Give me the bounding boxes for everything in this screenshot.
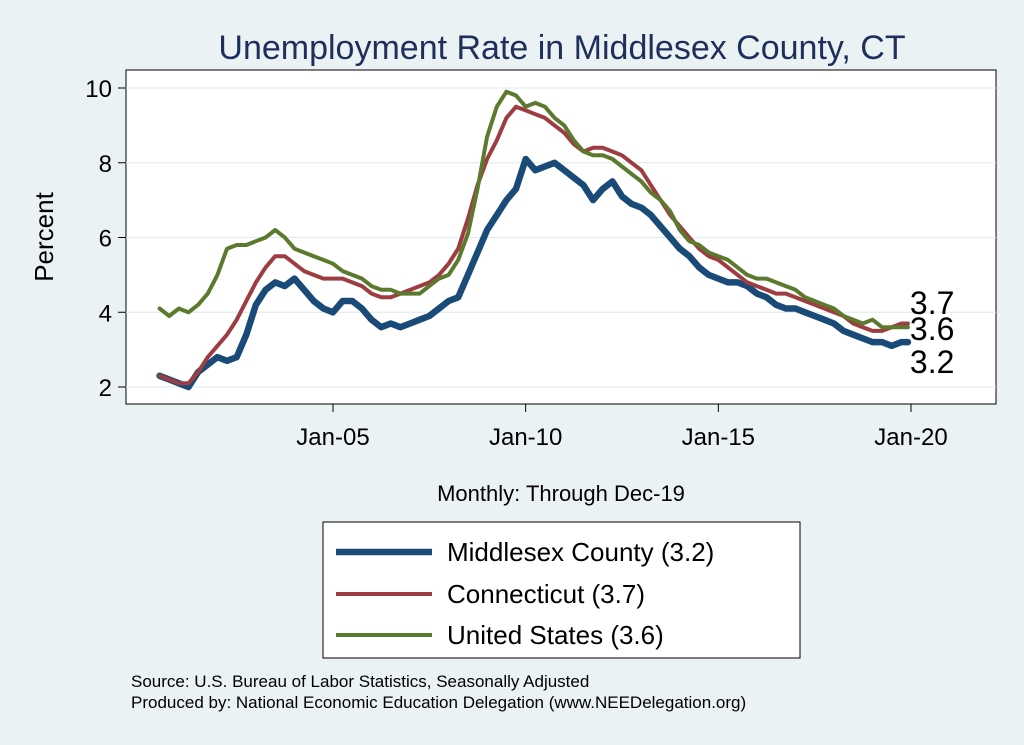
x-tick-label-0: Jan-05 [296,424,369,451]
x-axis-label: Monthly: Through Dec-19 [437,481,685,506]
x-tick-label-2: Jan-15 [682,424,755,451]
series-line-2 [157,89,910,330]
series-lines [156,89,912,391]
chart-title: Unemployment Rate in Middlesex County, C… [218,29,905,67]
legend-label-0: Middlesex County (3.2) [447,537,714,567]
y-axis-label: Percent [29,191,59,281]
legend: Middlesex County (3.2) Connecticut (3.7) U… [336,537,714,650]
x-tick-label-1: Jan-10 [489,424,562,451]
x-tick-label-3: Jan-20 [874,424,947,451]
end-label-1: 3.7 [910,285,954,321]
grid-lines [126,87,996,388]
series-line-1 [157,104,910,386]
axes: 2 4 6 8 10 Jan-05 Jan-10 Jan-15 Jan-20 [85,76,947,451]
end-labels: 3.2 3.73.6 [910,285,954,380]
y-tick-label-2: 6 [99,226,112,253]
series-line-0 [156,155,912,391]
footer-producer: Produced by: National Economic Education… [131,693,747,712]
end-label-2: 3.6 [910,311,954,347]
legend-label-2: United States (3.6) [447,620,664,650]
y-tick-label-1: 4 [99,300,112,327]
y-tick-label-0: 2 [99,375,112,402]
legend-label-1: Connecticut (3.7) [447,579,645,609]
y-tick-label-3: 8 [99,151,112,178]
footer-source: Source: U.S. Bureau of Labor Statistics,… [131,672,590,691]
y-tick-label-4: 10 [85,76,112,103]
end-label-0: 3.2 [910,344,954,380]
